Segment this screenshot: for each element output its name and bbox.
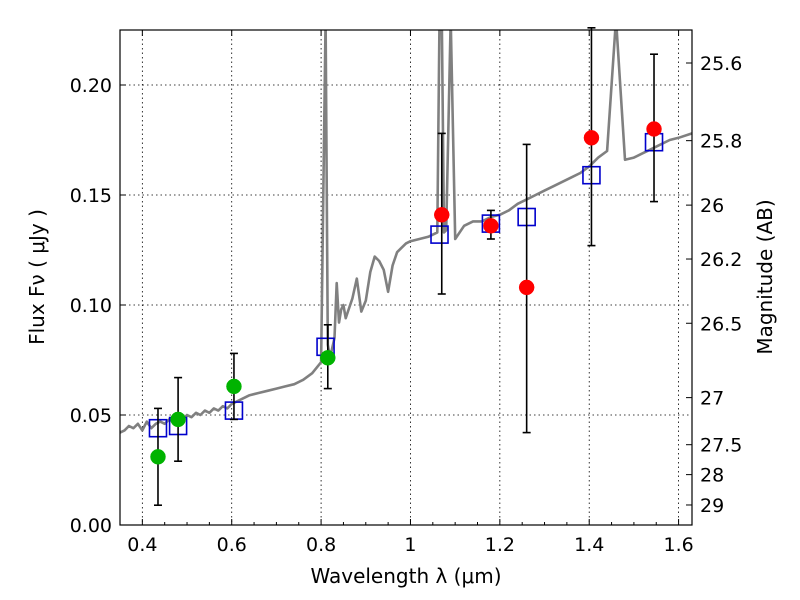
error-bars xyxy=(148,26,664,507)
y-tick-label: 0.15 xyxy=(70,185,112,207)
y-axis-label-left: Flux Fν ( μJy ) xyxy=(25,209,49,345)
x-tick-label: 0.8 xyxy=(306,534,336,556)
x-tick-label: 1.4 xyxy=(574,534,604,556)
grid xyxy=(120,30,692,526)
data-point xyxy=(150,449,166,465)
x-tick-label: 1.6 xyxy=(663,534,693,556)
plot-frame xyxy=(119,29,693,526)
y-tick-label: 0.00 xyxy=(70,515,112,537)
x-tick-label: 1.2 xyxy=(485,534,515,556)
data-point xyxy=(320,350,336,366)
mag-tick-label: 26.5 xyxy=(700,313,742,335)
axes: 0.4 0.6 0.8 1 1.2 1.4 1.6 0.00 0.05 0.10 0.15 0.20 2… xyxy=(70,30,742,556)
y-tick-label: 0.05 xyxy=(70,405,112,427)
mag-tick-label: 28 xyxy=(700,465,724,487)
model-spectrum-line xyxy=(120,30,692,434)
model-point xyxy=(430,225,449,244)
mag-tick-label: 26.2 xyxy=(700,249,742,271)
y-tick-label: 0.20 xyxy=(70,75,112,97)
data-point xyxy=(434,207,450,223)
data-point xyxy=(518,279,535,296)
mag-tick-label: 27.5 xyxy=(700,435,742,457)
x-tick-label: 1 xyxy=(404,534,416,556)
data-point xyxy=(170,411,186,428)
y-axis-label-right: Magnitude (AB) xyxy=(753,199,777,354)
x-tick-label: 0.6 xyxy=(217,534,247,556)
data-point xyxy=(583,130,600,146)
mag-tick-label: 25.8 xyxy=(700,131,742,153)
mag-tick-label: 25.6 xyxy=(700,53,742,75)
y-tick-label: 0.10 xyxy=(70,295,112,317)
data-point xyxy=(646,121,662,137)
mag-tick-label: 29 xyxy=(700,495,724,517)
mag-tick-label: 26 xyxy=(700,195,724,217)
mag-tick-label: 27 xyxy=(700,388,724,410)
x-axis-label: Wavelength λ (μm) xyxy=(310,564,501,588)
plot-area xyxy=(120,30,692,434)
x-tick-label: 0.4 xyxy=(127,534,157,556)
data-point xyxy=(226,378,242,395)
data-point xyxy=(483,218,499,234)
